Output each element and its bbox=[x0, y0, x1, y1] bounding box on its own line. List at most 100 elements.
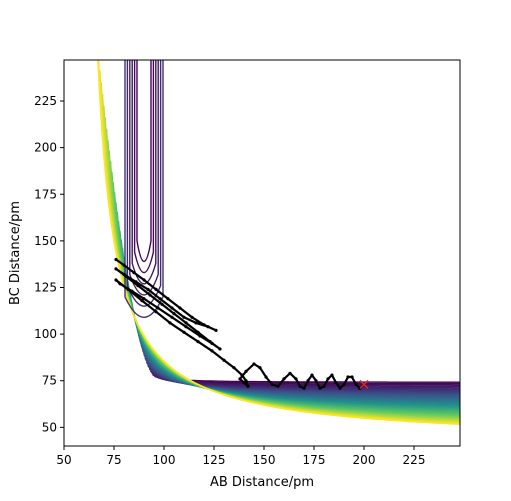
trajectory-point bbox=[258, 366, 262, 370]
trajectory-point bbox=[342, 382, 346, 387]
trajectory-point bbox=[148, 293, 152, 297]
trajectory-point bbox=[168, 321, 172, 325]
trajectory-point bbox=[326, 377, 330, 381]
x-tick-label: 50 bbox=[56, 453, 71, 467]
trajectory-point bbox=[190, 315, 194, 319]
contour-line bbox=[131, 60, 157, 285]
trajectory-point bbox=[182, 315, 186, 319]
trajectory-point bbox=[238, 377, 242, 381]
trajectory-point bbox=[130, 289, 134, 293]
contour-line bbox=[97, 60, 460, 426]
y-tick-label: 225 bbox=[34, 94, 57, 108]
trajectory-point bbox=[244, 379, 248, 383]
trajectory-point bbox=[114, 267, 118, 271]
trajectory-point bbox=[350, 375, 354, 379]
trajectory-point bbox=[210, 349, 214, 353]
trajectory-point bbox=[142, 278, 146, 282]
x-tick-label: 225 bbox=[403, 453, 426, 467]
trajectory-point bbox=[252, 362, 256, 366]
trajectory-point bbox=[166, 297, 170, 301]
x-tick-label: 125 bbox=[203, 453, 226, 467]
y-tick-label: 175 bbox=[34, 187, 57, 201]
trajectory-point bbox=[270, 382, 274, 387]
end-marker bbox=[359, 379, 369, 390]
trajectory-point bbox=[322, 384, 326, 388]
trajectory-point bbox=[240, 373, 244, 377]
contour-line bbox=[126, 60, 162, 307]
trajectory-point bbox=[156, 306, 160, 310]
trajectory-point bbox=[222, 358, 226, 362]
trajectory-point bbox=[146, 287, 150, 291]
trajectory-point bbox=[114, 257, 118, 262]
trajectory-point bbox=[184, 321, 188, 325]
trajectory-point bbox=[354, 382, 358, 387]
y-tick-label: 100 bbox=[34, 327, 57, 341]
y-axis-ticks: 50 75 100 125 150 175 200 225 bbox=[34, 94, 64, 434]
trajectory-point bbox=[154, 310, 158, 314]
x-tick-label: 150 bbox=[253, 453, 276, 467]
x-tick-label: 75 bbox=[106, 453, 121, 467]
trajectory-point bbox=[160, 302, 164, 306]
contour-line bbox=[136, 60, 152, 263]
y-tick-label: 50 bbox=[42, 420, 57, 434]
y-axis-label: BC Distance/pm bbox=[8, 201, 23, 305]
y-tick-label: 75 bbox=[42, 374, 57, 388]
x-tick-label: 200 bbox=[353, 453, 376, 467]
trajectory-point bbox=[314, 379, 318, 383]
trajectory-point bbox=[218, 347, 222, 351]
trajectory-point bbox=[288, 371, 292, 375]
trajectory-point bbox=[136, 284, 140, 288]
trajectory-point bbox=[242, 381, 246, 385]
trajectory-point bbox=[196, 340, 200, 344]
trajectory-point bbox=[232, 366, 236, 370]
trajectory-point bbox=[142, 297, 146, 301]
trajectory-point bbox=[318, 386, 322, 390]
trajectory bbox=[114, 257, 366, 390]
trajectory-point bbox=[346, 375, 350, 379]
trajectory-point bbox=[206, 325, 210, 329]
trajectory-point bbox=[264, 375, 268, 379]
trajectory-point bbox=[298, 384, 302, 388]
trajectory-point bbox=[306, 379, 310, 383]
contour-line bbox=[129, 60, 159, 296]
plot-frame bbox=[63, 59, 461, 447]
trajectory-point bbox=[114, 278, 118, 282]
x-tick-label: 175 bbox=[303, 453, 326, 467]
trajectory-point bbox=[172, 312, 176, 316]
contour-line bbox=[124, 60, 164, 318]
x-tick-label: 100 bbox=[153, 453, 176, 467]
trajectory-point bbox=[122, 263, 126, 267]
trajectory-point bbox=[170, 315, 174, 319]
trajectory-point bbox=[196, 330, 200, 334]
y-tick-label: 125 bbox=[34, 280, 57, 294]
trajectory-point bbox=[276, 384, 280, 388]
trajectory-point bbox=[202, 323, 206, 327]
trajectory-point bbox=[126, 287, 130, 291]
x-axis-ticks: 50 75 100 125 150 175 200 225 bbox=[56, 446, 425, 467]
y-tick-label: 150 bbox=[34, 234, 57, 248]
trajectory-point bbox=[184, 325, 188, 329]
trajectory-point bbox=[244, 369, 248, 373]
trajectory-point bbox=[198, 334, 202, 338]
trajectory-point bbox=[154, 287, 158, 291]
trajectory-point bbox=[118, 282, 122, 286]
contour-line bbox=[133, 60, 155, 274]
y-tick-label: 200 bbox=[34, 141, 57, 155]
trajectory-point bbox=[132, 271, 136, 275]
trajectory-point bbox=[178, 306, 182, 310]
trajectory-point bbox=[134, 280, 138, 284]
trajectory-point bbox=[338, 386, 342, 390]
trajectory-point bbox=[158, 297, 162, 301]
trajectory-point bbox=[210, 341, 214, 345]
trajectory-point bbox=[182, 330, 186, 334]
trajectory-point bbox=[124, 274, 128, 278]
trajectory-point bbox=[122, 272, 126, 276]
trajectory-point bbox=[302, 386, 306, 390]
trajectory-point bbox=[246, 384, 250, 388]
trajectory-point bbox=[330, 373, 334, 377]
contour-lines bbox=[97, 60, 460, 426]
marker-stroke bbox=[359, 379, 369, 390]
trajectory-point bbox=[214, 328, 218, 332]
